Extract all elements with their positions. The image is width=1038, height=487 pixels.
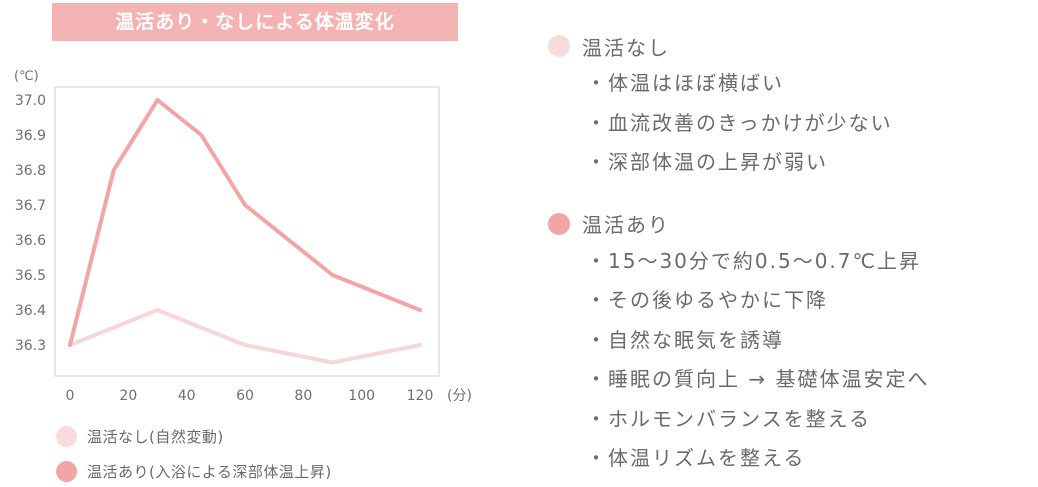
legend-dot-with-icon [56, 461, 77, 482]
with-dot-icon [548, 212, 570, 235]
without-dot-icon [548, 35, 570, 57]
with-item: ・15〜30分で約0.5〜0.7℃上昇 [586, 248, 921, 273]
x-tick-label: 80 [294, 388, 312, 404]
y-tick-label: 36.3 [15, 338, 46, 354]
series-line-with [68, 98, 422, 347]
y-tick-label: 36.4 [15, 303, 46, 319]
with-item: ・その後ゆるやかに下降 [586, 288, 828, 312]
x-tick-label: 60 [236, 388, 254, 404]
x-tick-label: 120 [407, 388, 434, 404]
temperature-line-chart: (℃) (分) 36.3 36.4 36.5 36.6 36.7 36.8 36.9 37.0… [14, 69, 472, 404]
x-tick-label: 40 [178, 388, 196, 404]
x-tick-label: 100 [348, 388, 375, 404]
legend-item-without: 温活なし(自然変動) [56, 426, 224, 447]
x-tick-label: 20 [119, 388, 137, 404]
y-tick-label: 36.5 [15, 268, 46, 284]
legend-label-without: 温活なし(自然変動) [87, 428, 224, 446]
section-without-heading: 温活なし [548, 28, 1033, 64]
with-item: ・睡眠の質向上 → 基礎体温安定へ [586, 367, 930, 391]
plot-frame [54, 86, 440, 377]
x-axis-unit-label: (分) [447, 388, 472, 404]
y-axis-unit-label: (℃) [14, 69, 39, 84]
without-item: ・体温はほぼ横ばい [586, 71, 784, 95]
with-item: ・自然な眠気を誘導 [586, 327, 784, 352]
section-with-title: 温活あり [582, 213, 670, 237]
with-item: ・体温リズムを整える [586, 446, 806, 470]
without-item: ・深部体温の上昇が弱い [586, 150, 828, 174]
y-tick-label: 36.8 [15, 163, 46, 179]
x-tick-label: 0 [66, 388, 75, 404]
series-line-without [68, 308, 422, 365]
legend-item-with: 温活あり(入浴による深部体温上昇) [56, 461, 332, 482]
y-tick-label: 36.9 [15, 128, 46, 144]
y-tick-label: 37.0 [15, 93, 46, 109]
explanation-panel: 温活なし ・体温はほぼ横ばい ・血流改善のきっかけが少ない ・深部体温の上昇が弱… [548, 28, 1033, 479]
section-without-title: 温活なし [582, 35, 670, 60]
section-with-heading: 温活あり [548, 206, 1033, 242]
legend-label-with: 温活あり(入浴による深部体温上昇) [87, 463, 332, 481]
y-tick-label: 36.6 [15, 233, 46, 249]
without-item: ・血流改善のきっかけが少ない [586, 110, 893, 135]
legend-dot-without-icon [56, 426, 77, 447]
with-item: ・ホルモンバランスを整える [586, 406, 871, 431]
chart-title: 温活あり・なしによる体温変化 [52, 3, 458, 41]
y-tick-label: 36.7 [15, 198, 46, 214]
